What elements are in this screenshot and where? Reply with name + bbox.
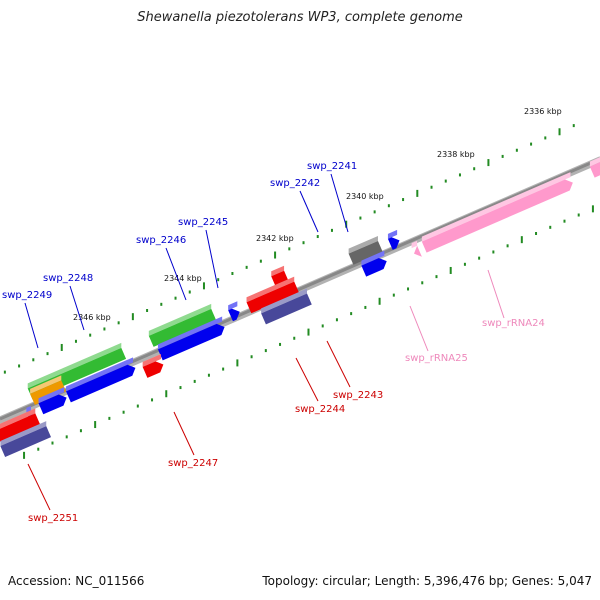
gene-block-top-face (361, 250, 385, 266)
gene-block (0, 413, 41, 442)
kbp-marker: 2342 kbp (256, 234, 294, 243)
kbp-marker: 2346 kbp (73, 313, 111, 322)
gene-block-top-face (271, 265, 285, 277)
kbp-marker: 2344 kbp (164, 274, 202, 283)
kbp-marker: 2336 kbp (524, 107, 562, 116)
gene-block (38, 394, 67, 415)
gene-block-top-face (228, 301, 238, 311)
gene-block (246, 281, 300, 314)
gene-label: swp_2241 (307, 161, 357, 172)
gene-label: swp_2248 (43, 273, 93, 284)
gene-block (361, 258, 387, 277)
label-leader-line (27, 463, 51, 511)
label-leader-line (205, 229, 219, 289)
gene-block (157, 323, 225, 361)
gene-label: swp_2244 (295, 404, 345, 415)
gene-label: swp_2251 (28, 513, 78, 524)
gene-block-top-face (387, 229, 398, 239)
kbp-marker: 2338 kbp (437, 150, 475, 159)
gene-block-top-face (142, 353, 162, 367)
gene-block-top-face (30, 375, 62, 394)
label-leader-line (295, 357, 319, 402)
gene-block (0, 426, 52, 458)
gene-label: swp_2242 (270, 178, 320, 189)
label-leader-line (299, 190, 319, 233)
gene-block (228, 308, 240, 322)
gene-block-top-face (157, 316, 223, 350)
accession-text: Accession: NC_011566 (8, 574, 145, 588)
gene-label: swp_rRNA25 (405, 353, 468, 364)
label-leader-line (173, 411, 195, 456)
gene-block (148, 308, 216, 347)
kbp-marker: 2340 kbp (346, 192, 384, 201)
gene-block-top-face (38, 387, 65, 404)
gene-block-top-face (411, 240, 418, 249)
gene-label: swp_rRNA24 (482, 318, 545, 329)
gene-block-top-face (66, 357, 134, 392)
gene-block (421, 179, 573, 253)
gene-block (348, 240, 383, 265)
map-title: Shewanella piezotolerans WP3, complete g… (137, 10, 463, 25)
genome-stats-text: Topology: circular; Length: 5,396,476 bp… (262, 574, 592, 588)
gene-block-top-face (421, 172, 571, 242)
gene-block-top-face (0, 408, 36, 429)
gene-block (261, 293, 312, 325)
gene-block (142, 361, 164, 378)
gene-block (66, 364, 136, 403)
label-leader-line (69, 285, 85, 331)
gene-block-top-face (246, 276, 295, 303)
label-leader-line (330, 173, 349, 233)
gene-block-top-face (0, 421, 47, 446)
gene-label: swp_2249 (2, 290, 52, 301)
label-leader-line (487, 269, 505, 319)
label-leader-line (409, 305, 429, 352)
gene-label: swp_2243 (333, 390, 383, 401)
gene-block (589, 162, 600, 178)
gene-block-top-face (27, 342, 122, 389)
gene-label: swp_2246 (136, 235, 186, 246)
gene-block (414, 245, 422, 257)
gene-block-top-face (261, 288, 308, 314)
gene-block (387, 237, 400, 250)
label-leader-line (165, 247, 187, 301)
gene-label: swp_2245 (178, 217, 228, 228)
gene-block-top-face (589, 157, 600, 167)
gene-block-top-face (348, 235, 378, 254)
label-leader-line (24, 302, 39, 349)
label-leader-line (326, 340, 351, 388)
gene-label: swp_2247 (168, 458, 218, 469)
gene-block-top-face (148, 303, 212, 336)
